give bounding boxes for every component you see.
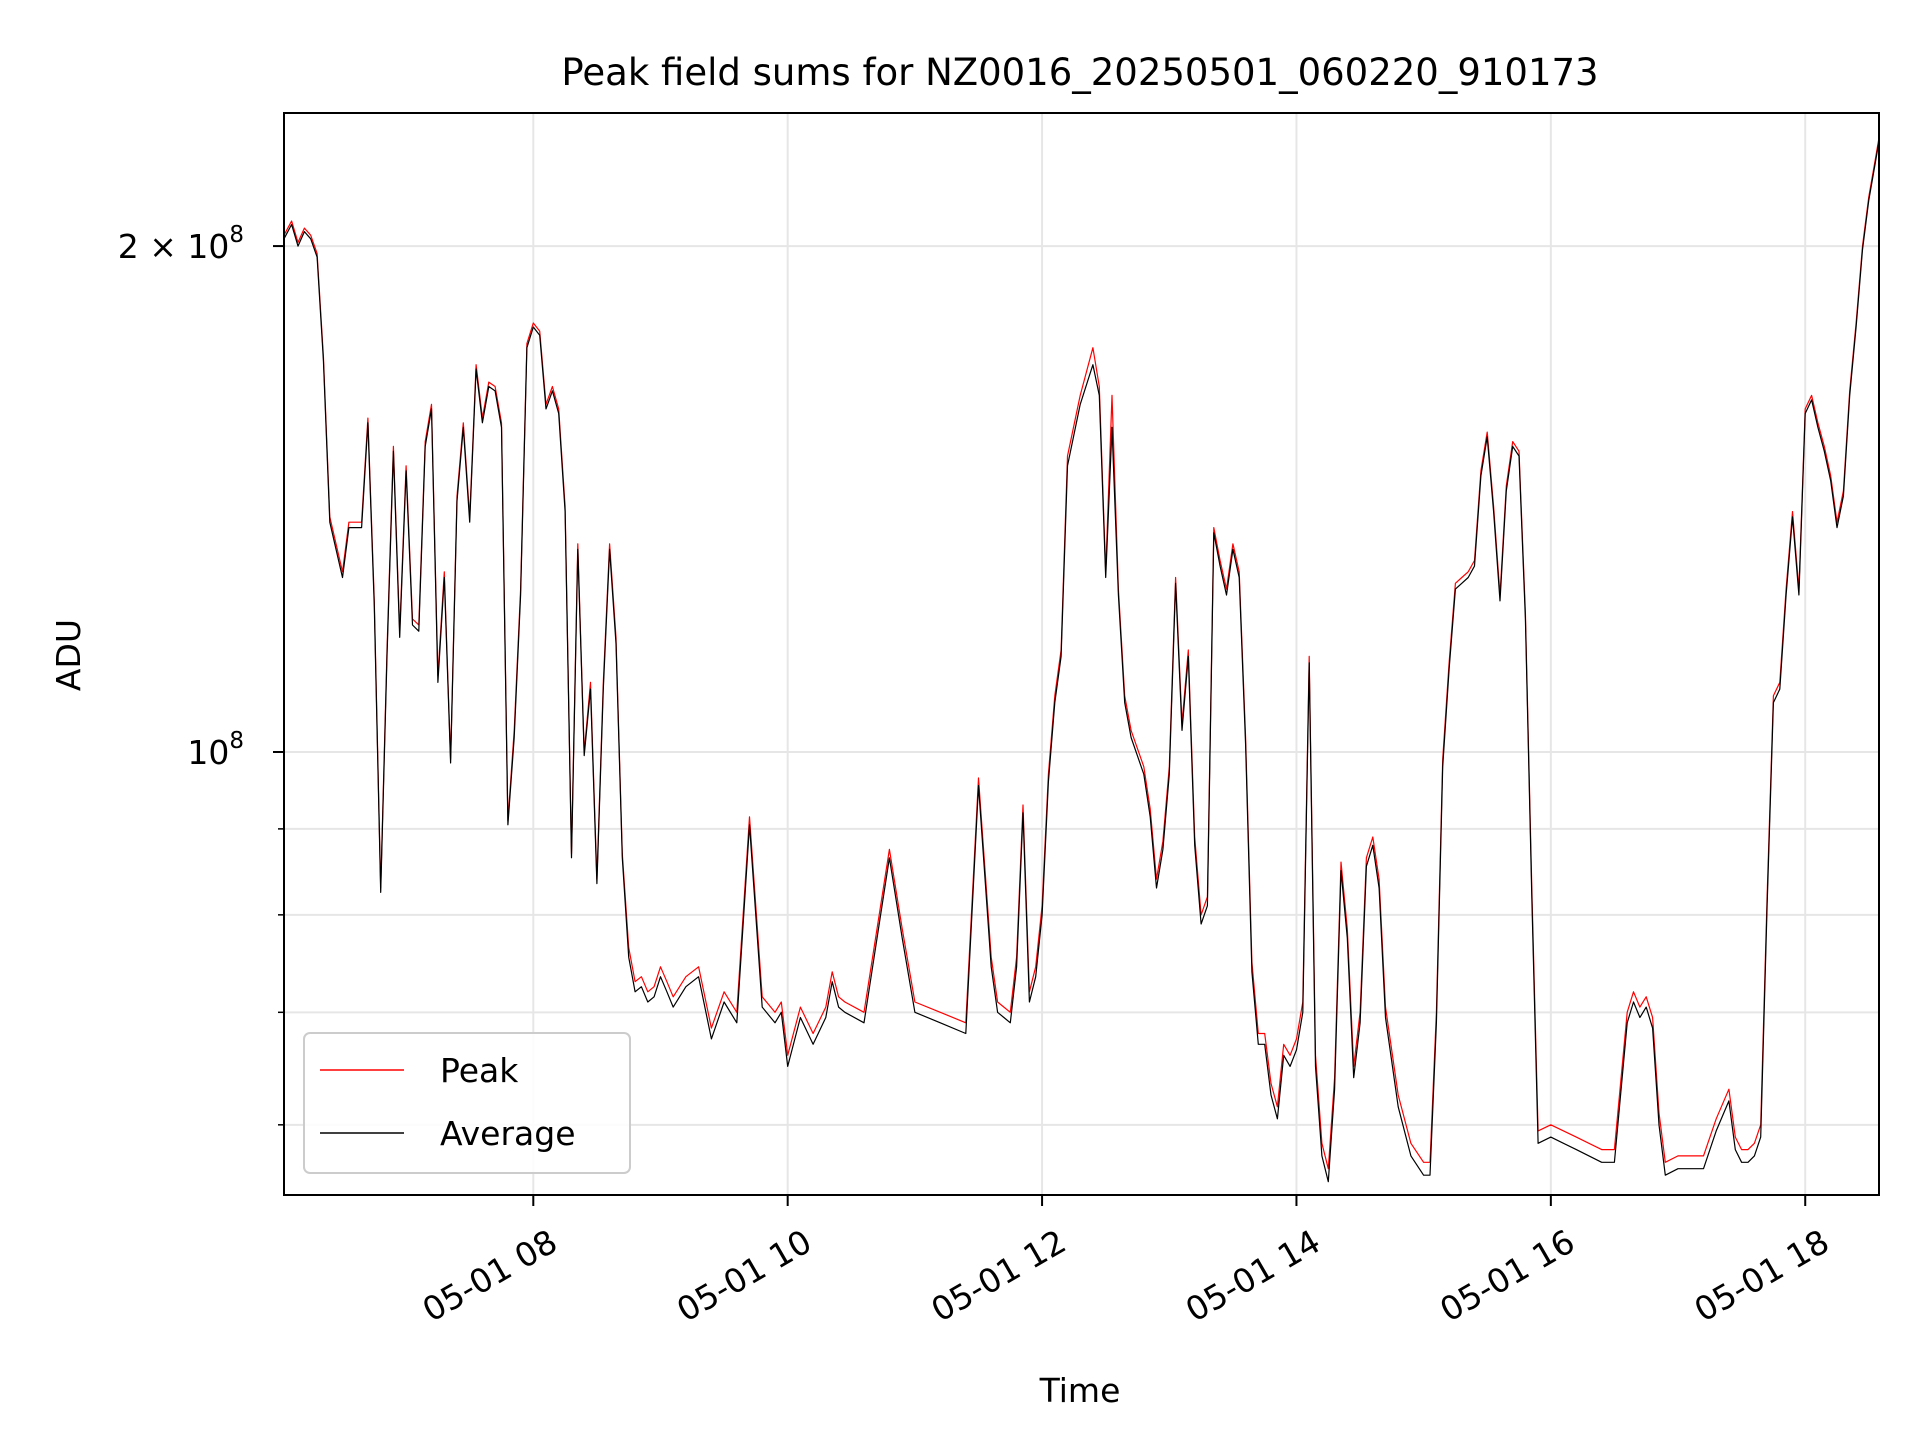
chart-title: Peak field sums for NZ0016_20250501_0602…: [561, 51, 1598, 94]
legend-label-peak: Peak: [440, 1051, 519, 1090]
legend-label-average: Average: [440, 1114, 576, 1153]
x-axis-label: Time: [1039, 1371, 1121, 1410]
y-tick-label: 108: [187, 728, 244, 772]
y-axis: 108 2 × 108: [118, 222, 284, 1126]
series-line-average: [284, 140, 1879, 1183]
legend-box: [303, 1032, 631, 1174]
grid-lines: [284, 113, 1879, 1195]
y-axis-label: ADU: [49, 619, 88, 691]
plot-frame: [283, 112, 1880, 1196]
y-tick-label: 2 × 108: [118, 222, 244, 266]
plot-area: [284, 137, 1879, 1183]
legend: Peak Average: [303, 1032, 631, 1174]
